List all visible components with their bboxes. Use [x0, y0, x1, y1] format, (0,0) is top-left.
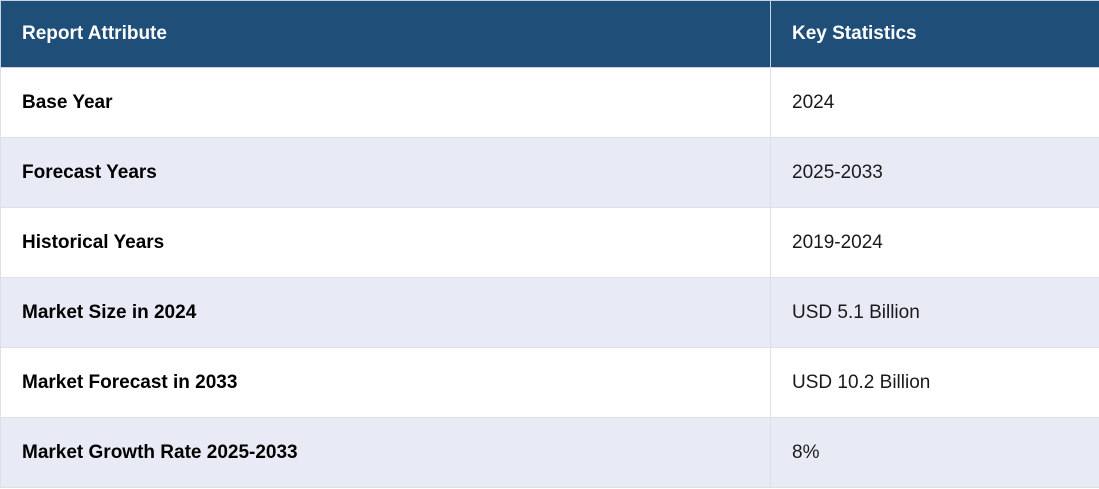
header-report-attribute: Report Attribute — [0, 0, 771, 68]
value-cell: 2025-2033 — [770, 137, 1099, 208]
table-body: Base Year 2024 Forecast Years 2025-2033 … — [0, 67, 1099, 488]
table-row: Base Year 2024 — [0, 67, 1099, 138]
attribute-cell: Market Size in 2024 — [0, 277, 771, 348]
value-cell: USD 5.1 Billion — [770, 277, 1099, 348]
table-row: Market Forecast in 2033 USD 10.2 Billion — [0, 347, 1099, 418]
attribute-cell: Historical Years — [0, 207, 771, 278]
value-cell: 2024 — [770, 67, 1099, 138]
attribute-cell: Market Growth Rate 2025-2033 — [0, 417, 771, 488]
header-row: Report Attribute Key Statistics — [0, 0, 1099, 68]
table-row: Market Size in 2024 USD 5.1 Billion — [0, 277, 1099, 348]
value-cell: USD 10.2 Billion — [770, 347, 1099, 418]
attribute-cell: Forecast Years — [0, 137, 771, 208]
attribute-cell: Market Forecast in 2033 — [0, 347, 771, 418]
table-row: Historical Years 2019-2024 — [0, 207, 1099, 278]
table-row: Forecast Years 2025-2033 — [0, 137, 1099, 208]
attribute-cell: Base Year — [0, 67, 771, 138]
value-cell: 2019-2024 — [770, 207, 1099, 278]
table-header: Report Attribute Key Statistics — [0, 0, 1099, 68]
value-cell: 8% — [770, 417, 1099, 488]
table-row: Market Growth Rate 2025-2033 8% — [0, 417, 1099, 488]
header-key-statistics: Key Statistics — [770, 0, 1099, 68]
